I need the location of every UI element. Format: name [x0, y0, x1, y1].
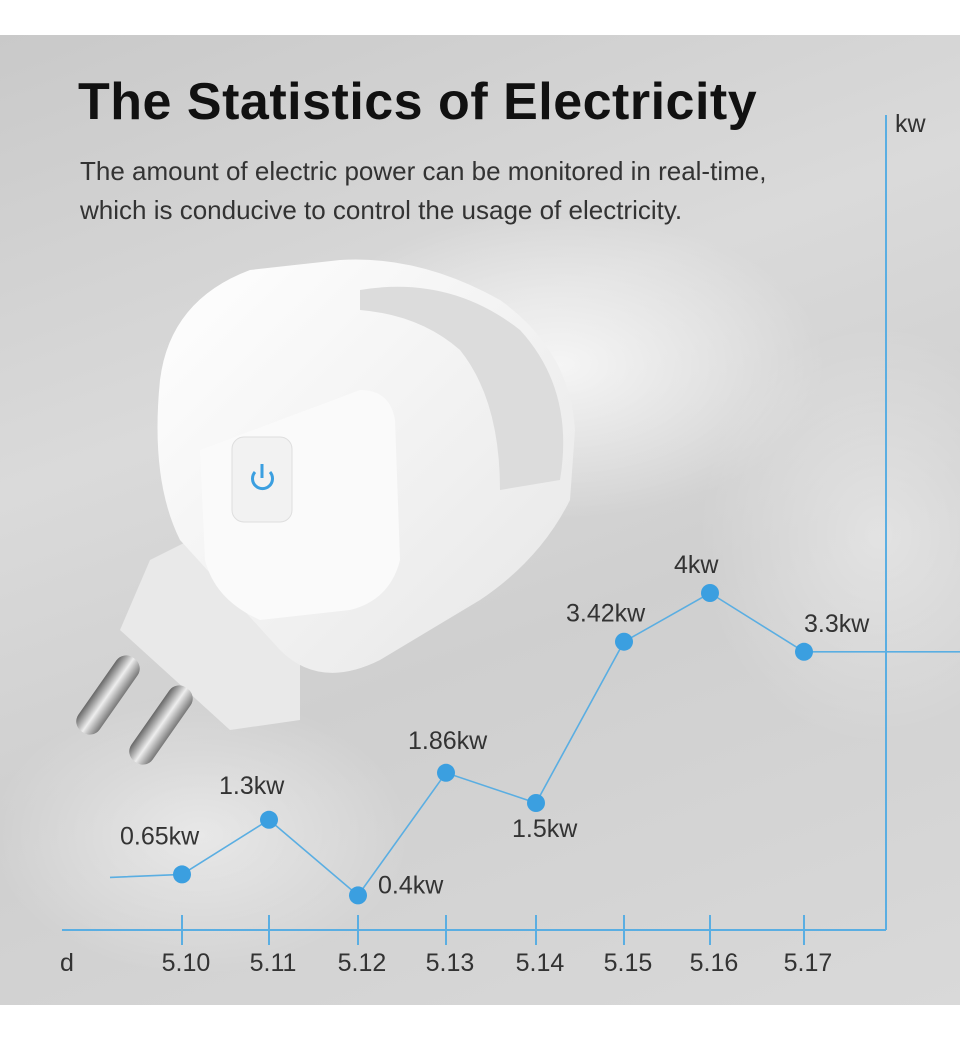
data-label: 3.42kw — [566, 600, 646, 628]
x-tick-label: 5.11 — [250, 949, 297, 977]
data-label: 3.3kw — [804, 610, 870, 638]
y-axis-label: kw — [895, 110, 927, 138]
data-point — [795, 642, 813, 661]
x-tick-label: 5.12 — [338, 949, 387, 977]
x-tick-label: 5.14 — [516, 949, 565, 977]
x-tick-label: 5.17 — [784, 949, 833, 977]
x-tick-label: 5.10 — [162, 949, 211, 977]
data-label: 0.4kw — [378, 871, 444, 899]
data-point — [349, 886, 367, 905]
subtitle-line-2: which is conducive to control the usage … — [80, 195, 683, 225]
subtitle-line-1: The amount of electric power can be moni… — [80, 156, 767, 186]
data-label: 4kw — [674, 551, 719, 579]
data-point — [260, 810, 278, 829]
data-label: 1.86kw — [408, 727, 488, 755]
series-line — [109, 592, 960, 897]
power-icon — [251, 464, 274, 491]
x-tick-label: 5.15 — [604, 949, 653, 977]
data-point — [615, 632, 633, 651]
data-label: 1.3kw — [219, 772, 285, 800]
data-point — [527, 794, 545, 812]
page-title: The Statistics of Electricity — [78, 73, 758, 131]
data-label: 1.5kw — [512, 815, 578, 843]
x-tick-label: 5.16 — [690, 949, 739, 977]
data-point — [173, 865, 191, 884]
data-point — [437, 763, 455, 782]
x-axis-label: d — [60, 949, 74, 977]
data-point — [701, 584, 719, 602]
data-label: 0.65kw — [120, 822, 200, 850]
x-tick-label: 5.13 — [426, 949, 475, 977]
